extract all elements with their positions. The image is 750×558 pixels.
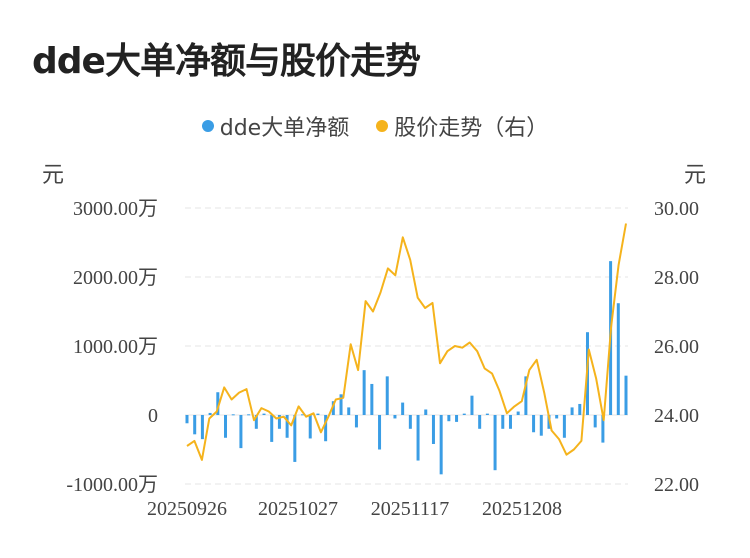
- dde-bar: [501, 415, 505, 429]
- left-axis-unit: 元: [42, 163, 65, 188]
- right-tick-label: 24.00: [654, 405, 699, 427]
- legend-item-price[interactable]: 股价走势（右）: [376, 110, 548, 142]
- dde-bar: [616, 303, 620, 415]
- dde-bar: [254, 415, 258, 429]
- left-tick-label: 2000.00万: [73, 267, 158, 289]
- axis-labels: -1000.00万 0 1000.00万 2000.00万 3000.00万 22.00 2…: [66, 198, 699, 520]
- dde-bar: [362, 370, 366, 415]
- left-tick-label: -1000.00万: [66, 474, 158, 496]
- legend-label-price: 股价走势（右）: [394, 116, 549, 141]
- right-tick-label: 28.00: [654, 267, 699, 289]
- right-tick-label: 26.00: [654, 336, 699, 358]
- dde-bar: [555, 415, 559, 419]
- dde-bar: [301, 414, 305, 416]
- dde-bar: [339, 394, 343, 415]
- dde-bar: [270, 415, 274, 442]
- left-tick-label: 0: [148, 405, 158, 427]
- dde-bar: [578, 403, 582, 415]
- dde-bar: [370, 383, 374, 415]
- legend-dot-bar-icon: [201, 120, 214, 132]
- dde-bar: [262, 413, 266, 415]
- dde-bar: [532, 415, 536, 433]
- dde-bar: [524, 376, 528, 415]
- dde-bar: [293, 415, 297, 462]
- dde-bar: [200, 415, 204, 440]
- dde-bar: [385, 376, 389, 415]
- dde-bar: [224, 415, 228, 438]
- dde-bar: [285, 415, 289, 438]
- dde-bar: [247, 414, 251, 416]
- dde-bar: [331, 401, 335, 415]
- dde-bar: [562, 415, 566, 438]
- x-tick-label: 20251027: [258, 498, 338, 520]
- dde-bar: [508, 415, 512, 429]
- right-tick-label: 30.00: [654, 198, 699, 220]
- price-line: [186, 223, 627, 461]
- left-tick-label: 1000.00万: [73, 336, 158, 358]
- left-tick-label: 3000.00万: [73, 198, 158, 220]
- legend-item-dde[interactable]: dde大单净额: [201, 110, 350, 142]
- dde-bar: [401, 402, 405, 415]
- legend: dde大单净额 股价走势（右）: [0, 110, 750, 142]
- dde-bar: [193, 415, 197, 435]
- dde-bar: [570, 407, 574, 415]
- grid-lines: [185, 207, 628, 485]
- dde-bar: [470, 395, 474, 415]
- dde-bar: [324, 415, 328, 442]
- dde-bar: [239, 415, 243, 449]
- dde-bar: [316, 413, 320, 415]
- dde-bar: [493, 415, 497, 471]
- dde-bar: [347, 407, 351, 415]
- dde-bar: [439, 415, 443, 475]
- dde-bar: [455, 415, 459, 422]
- x-tick-label: 20251208: [482, 498, 562, 520]
- x-tick-label: 20250926: [147, 498, 227, 520]
- dde-bar: [208, 412, 212, 415]
- dde-bar: [308, 415, 312, 439]
- dde-bar: [539, 415, 543, 436]
- dde-bar: [424, 409, 428, 415]
- dde-bar: [408, 415, 412, 429]
- dde-bar: [231, 414, 235, 416]
- dde-bar: [485, 413, 489, 415]
- legend-label-dde: dde大单净额: [219, 116, 350, 141]
- legend-dot-line-icon: [376, 120, 389, 132]
- dde-bar: [462, 413, 466, 415]
- dde-bar: [431, 415, 435, 444]
- right-axis-unit: 元: [684, 163, 707, 188]
- dde-bar: [624, 375, 628, 415]
- right-tick-label: 22.00: [654, 474, 699, 496]
- x-tick-label: 20251117: [371, 498, 450, 520]
- dde-bar: [516, 411, 520, 415]
- dde-bar: [393, 415, 397, 419]
- chart-title: dde大单净额与股价走势: [32, 41, 421, 82]
- line-series: [186, 223, 627, 461]
- dde-bar: [447, 415, 451, 422]
- dde-bar: [185, 415, 189, 424]
- dde-bar: [216, 392, 220, 415]
- dde-bar: [416, 415, 420, 461]
- dde-bar: [354, 415, 358, 428]
- dde-bar: [378, 415, 382, 450]
- dde-bar: [277, 415, 281, 429]
- dde-bar: [601, 415, 605, 443]
- dde-bar: [478, 415, 482, 429]
- dde-bar: [593, 415, 597, 428]
